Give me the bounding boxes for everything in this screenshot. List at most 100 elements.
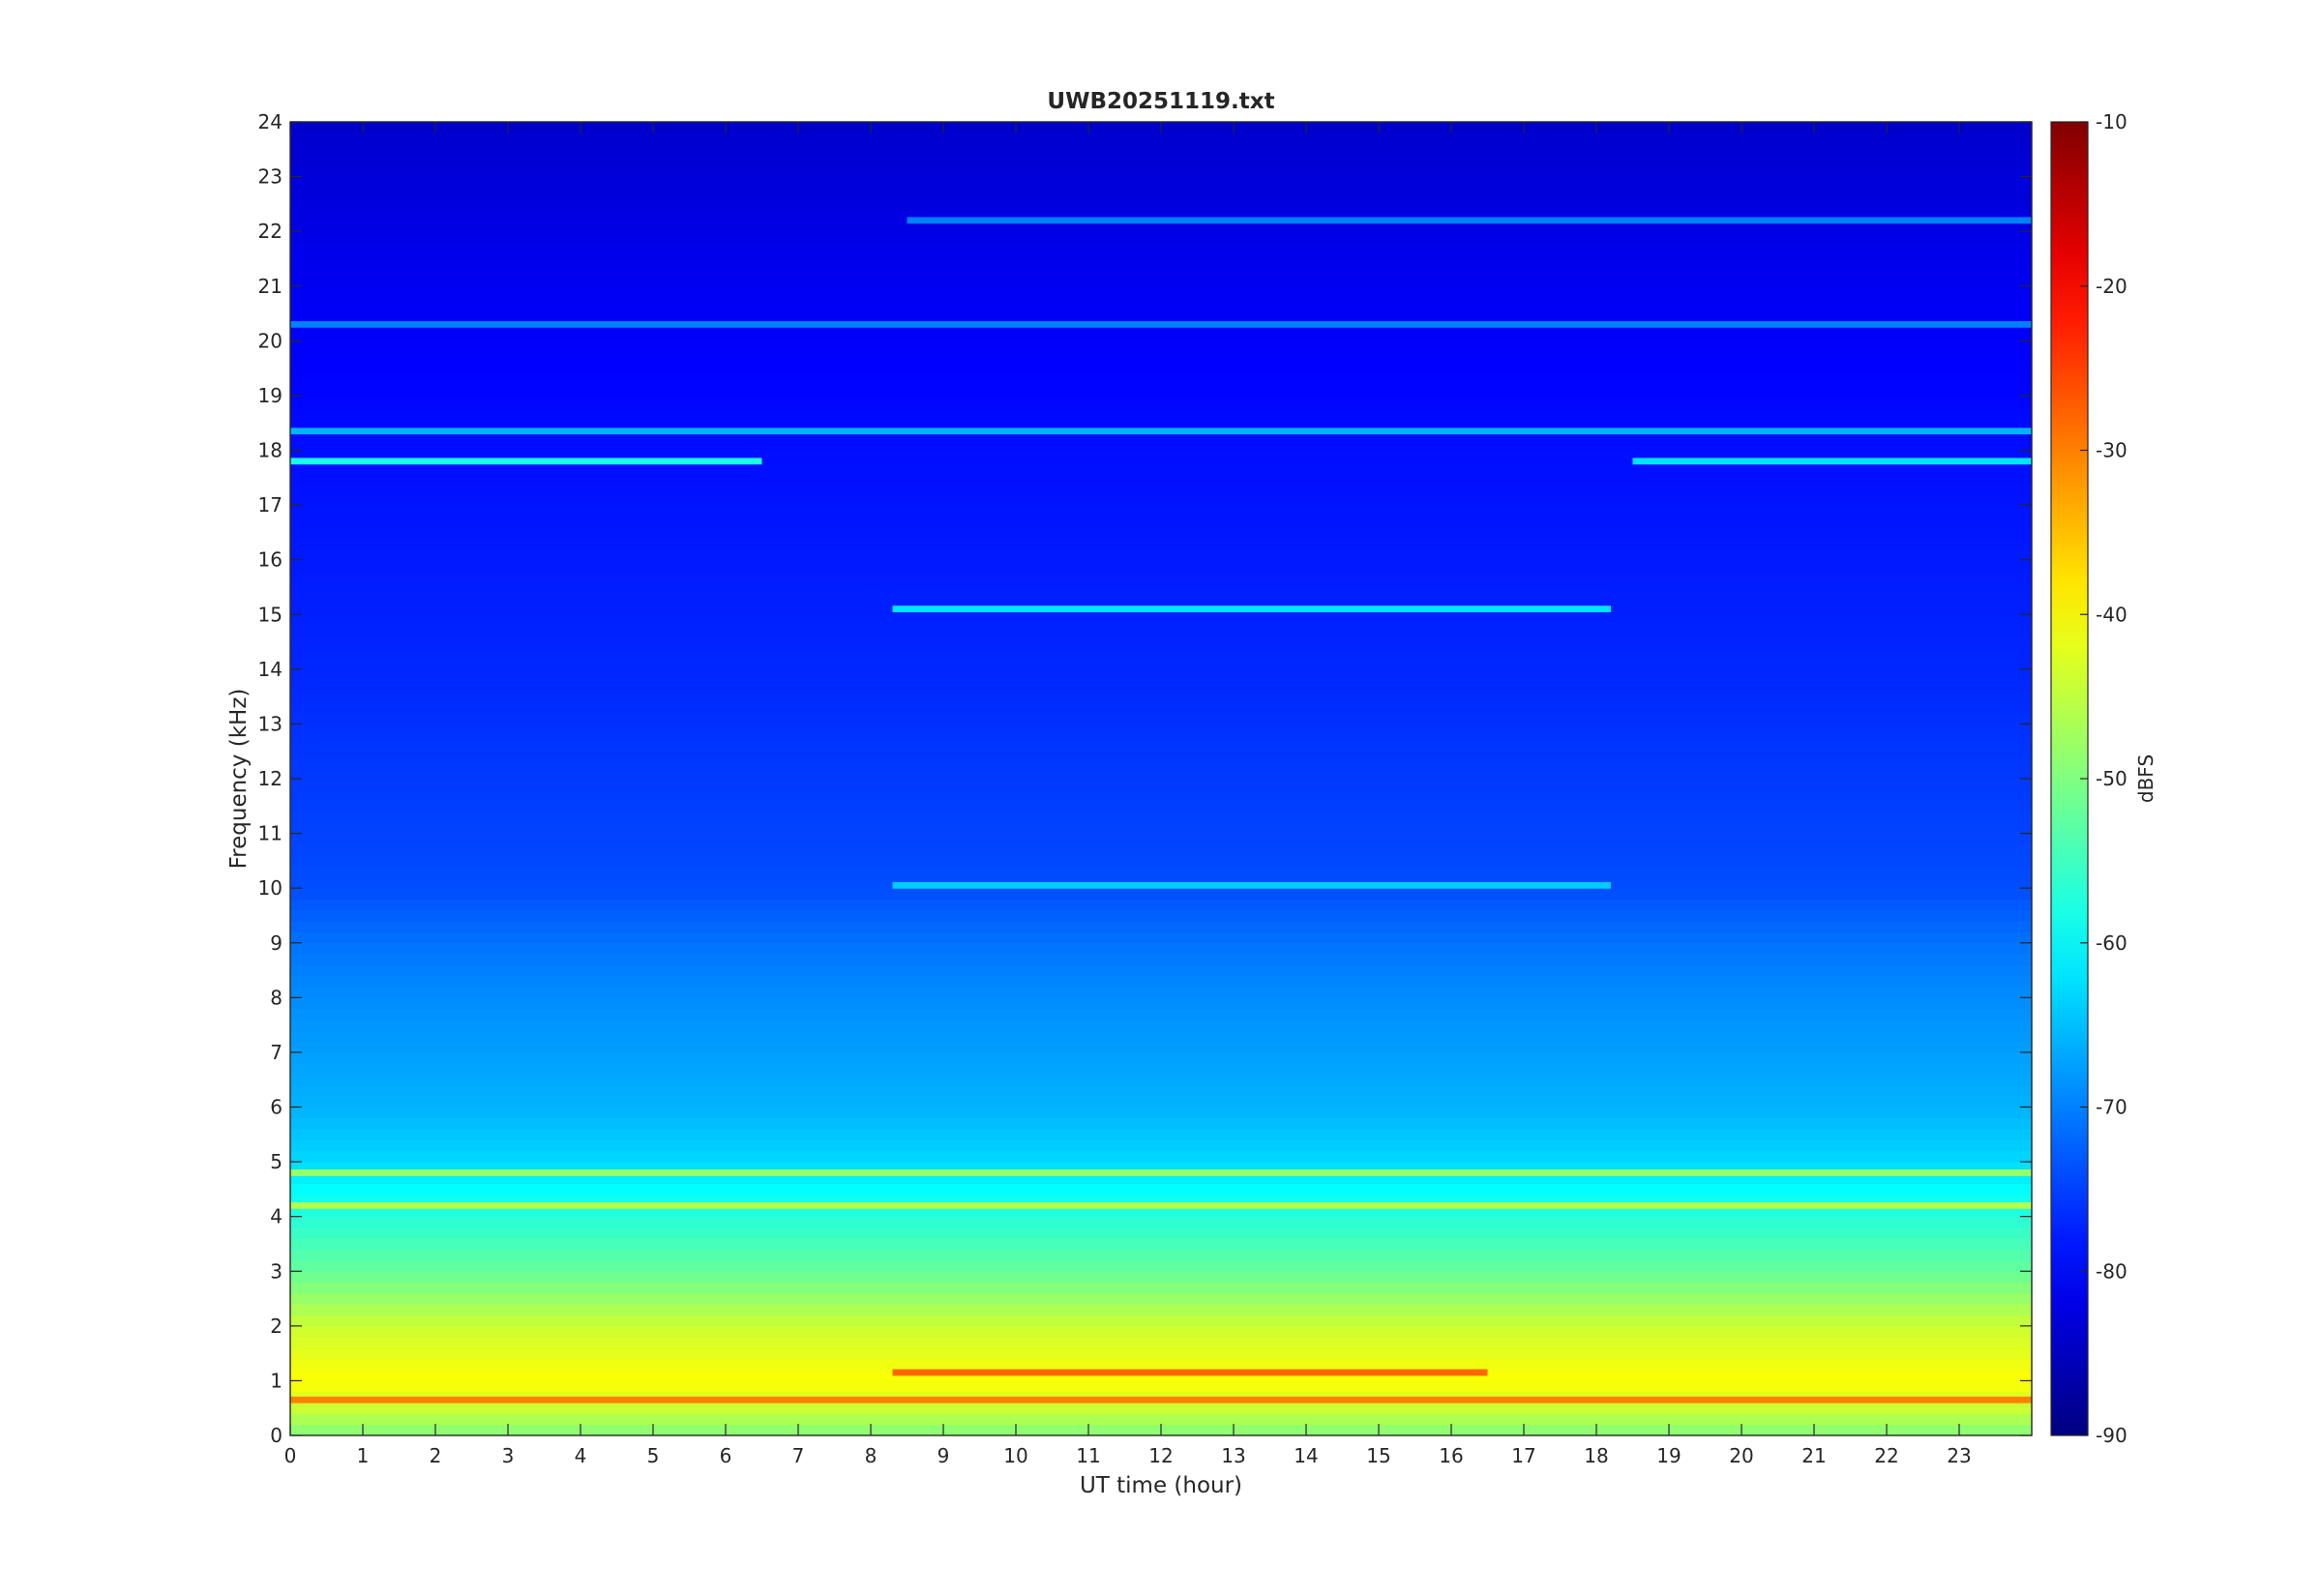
spectral-line: [290, 1396, 2032, 1404]
heatmap-cell: [290, 154, 2032, 166]
heatmap-cell: [290, 755, 2032, 769]
heatmap-cell: [290, 1095, 2032, 1108]
heatmap-cell: [290, 963, 2032, 977]
heatmap-cell: [290, 712, 2032, 724]
heatmap-cell: [290, 1292, 2032, 1305]
heatmap-cell: [290, 701, 2032, 714]
heatmap-cell: [290, 263, 2032, 276]
heatmap-cell: [290, 241, 2032, 254]
heatmap-cell: [290, 690, 2032, 703]
heatmap-cell: [290, 1303, 2032, 1316]
heatmap-cell: [290, 559, 2032, 572]
heatmap-cell: [290, 843, 2032, 856]
colorbar-tick-label: -20: [2096, 275, 2128, 298]
heatmap-cell: [290, 417, 2032, 429]
chart-title: UWB20251119.txt: [1047, 89, 1274, 114]
y-tick-label: 3: [270, 1259, 283, 1283]
heatmap-cell: [290, 187, 2032, 199]
spectral-line: [290, 458, 762, 465]
x-tick-label: 21: [1801, 1444, 1826, 1467]
heatmap-cell: [290, 1074, 2032, 1086]
y-tick-label: 24: [258, 110, 283, 133]
heatmap-cell: [290, 931, 2032, 944]
x-tick-label: 20: [1729, 1444, 1753, 1467]
x-tick-label: 15: [1366, 1444, 1390, 1467]
y-tick-label: 5: [270, 1150, 283, 1173]
heatmap-cell: [290, 1150, 2032, 1163]
heatmap-cell: [290, 668, 2032, 681]
heatmap-cell: [290, 143, 2032, 156]
heatmap-cell: [290, 164, 2032, 178]
x-tick-label: 16: [1439, 1444, 1463, 1467]
heatmap-cell: [290, 1041, 2032, 1053]
y-tick-label: 8: [270, 986, 283, 1009]
heatmap-cell: [290, 296, 2032, 309]
x-tick-label: 8: [865, 1444, 878, 1467]
x-tick-label: 6: [720, 1444, 732, 1467]
heatmap-cell: [290, 1237, 2032, 1251]
y-tick-label: 22: [258, 220, 283, 243]
spectral-line: [290, 428, 2032, 435]
heatmap-cell: [290, 351, 2032, 364]
heatmap-cell: [290, 723, 2032, 736]
heatmap-cell: [290, 307, 2032, 320]
colorbar-tick-label: -30: [2096, 439, 2128, 462]
heatmap-cell: [290, 1183, 2032, 1196]
heatmap-cell: [290, 788, 2032, 802]
y-tick-label: 13: [258, 712, 283, 735]
heatmap-cell: [290, 570, 2032, 582]
heatmap-cell: [290, 821, 2032, 835]
heatmap-cell: [290, 679, 2032, 692]
y-tick-label: 9: [270, 931, 283, 955]
heatmap-cell: [290, 1346, 2032, 1360]
colorbar-tick-label: -90: [2096, 1424, 2128, 1447]
y-axis-label: Frequency (kHz): [226, 689, 252, 870]
y-tick-label: 1: [270, 1369, 283, 1392]
x-tick-label: 3: [502, 1444, 515, 1467]
heatmap-cell: [290, 1325, 2032, 1338]
y-tick-label: 19: [258, 384, 283, 407]
spectral-line: [892, 606, 1611, 612]
x-axis: 0 1 2 3 4 5 6 7 8 9 10 11 12 13 14 15 16 17 18 19 20 21 22 23: [284, 122, 1972, 1467]
heatmap-cell: [290, 953, 2032, 965]
heatmap-cell: [290, 1008, 2032, 1020]
spectral-line: [907, 217, 2032, 224]
heatmap-cell: [290, 197, 2032, 211]
heatmap-cell: [290, 132, 2032, 145]
heatmap-cell: [290, 658, 2032, 670]
heatmap-cell: [290, 942, 2032, 955]
heatmap-cell: [290, 252, 2032, 265]
y-tick-label: 21: [258, 275, 283, 298]
x-tick-label: 9: [938, 1444, 950, 1467]
heatmap-cell: [290, 613, 2032, 627]
x-tick-label: 14: [1294, 1444, 1318, 1467]
y-tick-label: 2: [270, 1315, 283, 1338]
heatmap-cell: [290, 909, 2032, 922]
heatmap-cell: [290, 592, 2032, 605]
heatmap-cell: [290, 996, 2032, 1010]
x-tick-label: 4: [575, 1444, 587, 1467]
heatmap-cell: [290, 438, 2032, 451]
heatmap-cell: [290, 1029, 2032, 1043]
colorbar-tick-label: -10: [2096, 110, 2128, 133]
y-tick-label: 4: [270, 1205, 283, 1228]
y-tick-label: 23: [258, 165, 283, 189]
y-tick-label: 7: [270, 1041, 283, 1064]
heatmap-cell: [290, 493, 2032, 506]
heatmap-cell: [290, 537, 2032, 549]
heatmap-cell: [290, 176, 2032, 189]
y-tick-label: 17: [258, 493, 283, 517]
heatmap-cell: [290, 580, 2032, 594]
heatmap-cell: [290, 625, 2032, 637]
colorbar-tick-label: -50: [2096, 767, 2128, 790]
heatmap-cell: [290, 526, 2032, 539]
heatmap-cell: [290, 1128, 2032, 1140]
x-tick-label: 1: [357, 1444, 370, 1467]
colorbar-tick-label: -70: [2096, 1096, 2128, 1119]
heatmap-cell: [290, 1227, 2032, 1239]
y-tick-label: 14: [258, 658, 283, 681]
heatmap-cell: [290, 1107, 2032, 1119]
heatmap-cell: [290, 1412, 2032, 1426]
